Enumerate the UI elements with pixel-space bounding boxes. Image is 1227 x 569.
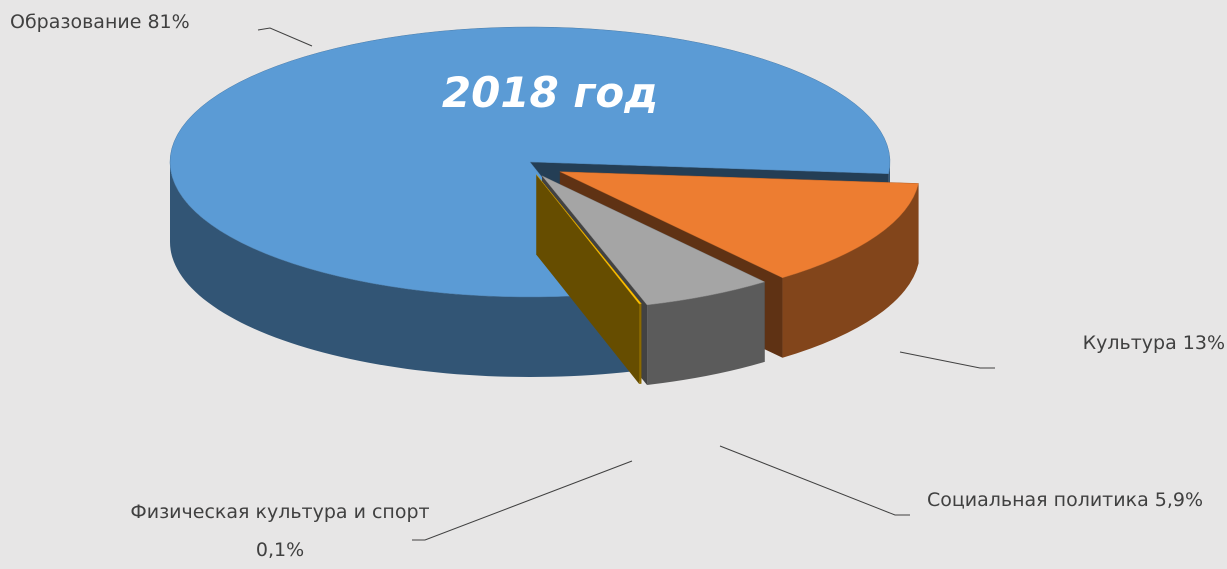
pie bbox=[169, 26, 919, 385]
slice-side bbox=[782, 183, 919, 358]
data-label: Физическая культура и спорт 0,1% bbox=[120, 493, 440, 569]
slice-side bbox=[170, 162, 633, 377]
leader-line bbox=[257, 27, 313, 47]
leader-line bbox=[719, 445, 910, 516]
value-label: 13% bbox=[1182, 332, 1225, 354]
leader-lines bbox=[257, 27, 995, 541]
leader-line bbox=[899, 351, 995, 369]
data-label: Образование 81% bbox=[10, 3, 190, 41]
category-label: Социальная политика bbox=[926, 489, 1149, 511]
value-label: 0,1% bbox=[255, 539, 305, 561]
slice bbox=[536, 174, 642, 305]
slice bbox=[541, 175, 766, 306]
category-label: Образование bbox=[10, 11, 142, 33]
value-label: 81% bbox=[147, 11, 190, 33]
slice bbox=[559, 171, 919, 279]
value-label: 5,9% bbox=[1154, 489, 1204, 511]
slice-side bbox=[639, 303, 642, 385]
category-label: Культура bbox=[1082, 332, 1177, 354]
slice bbox=[169, 26, 891, 298]
chart-title: 2018 год bbox=[441, 68, 659, 117]
category-label: Физическая культура и спорт bbox=[130, 501, 430, 523]
slice-side bbox=[647, 281, 765, 385]
slice-wall bbox=[536, 174, 640, 385]
leader-line bbox=[412, 460, 633, 541]
data-label: Культура 13% bbox=[1020, 324, 1225, 362]
data-label: Социальная политика 5,9% bbox=[905, 481, 1225, 519]
